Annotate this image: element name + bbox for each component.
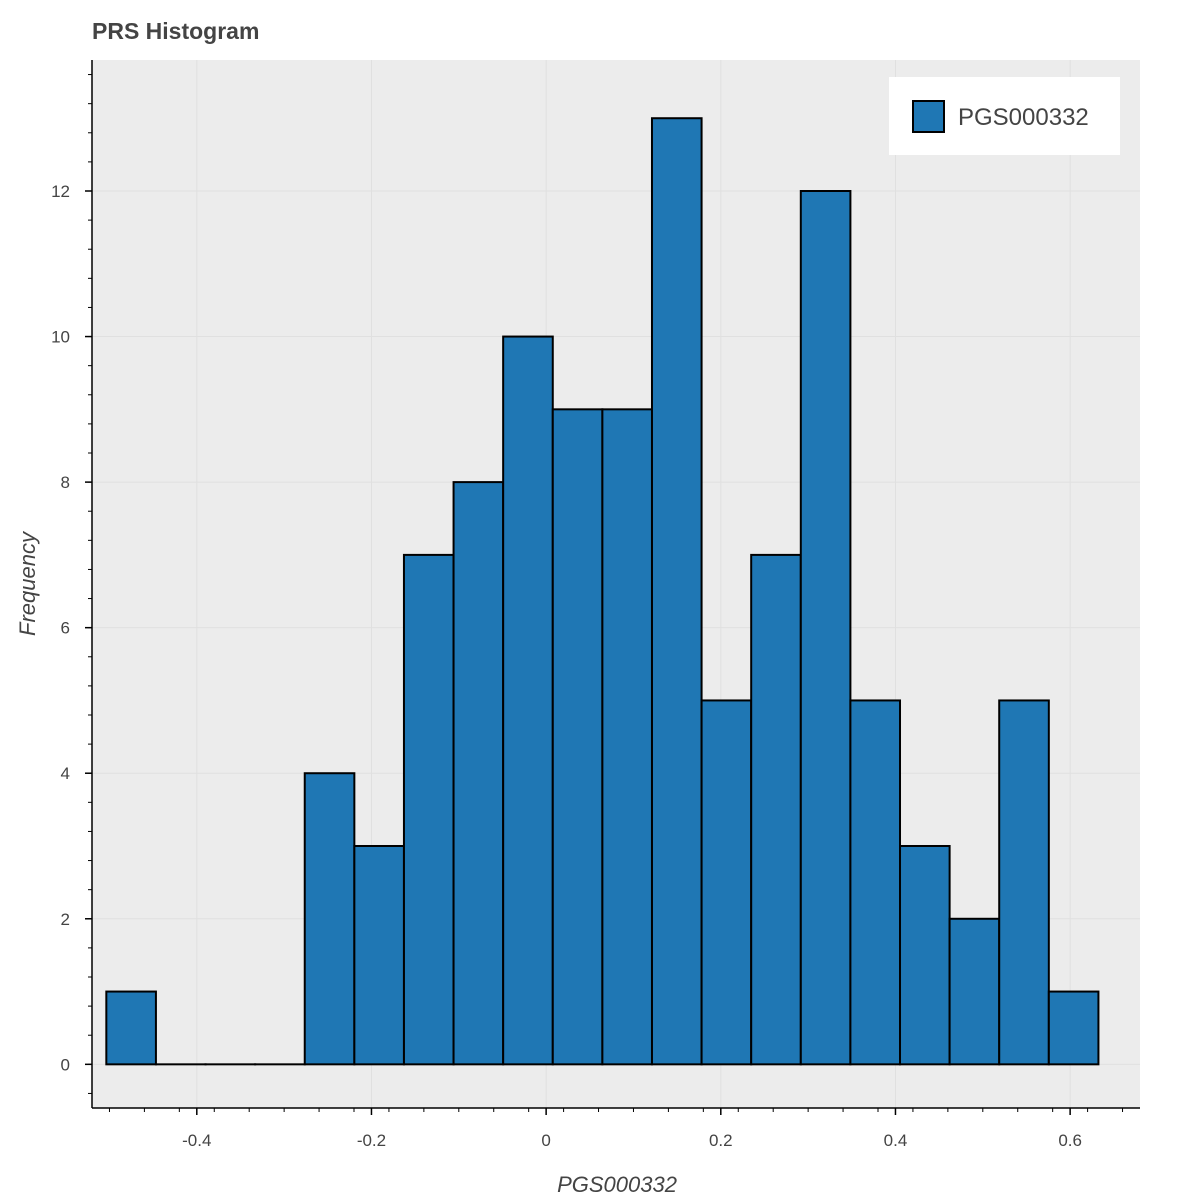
y-tick-label: 0: [61, 1055, 70, 1074]
x-tick-label: 0: [541, 1131, 550, 1150]
legend: PGS000332: [889, 77, 1120, 155]
histogram-bar: [105, 990, 157, 1066]
y-tick-label: 8: [61, 473, 70, 492]
x-tick-label: -0.2: [357, 1131, 386, 1150]
histogram-bar: [948, 917, 1001, 1066]
x-tick-label: 0.4: [884, 1131, 908, 1150]
y-tick-label: 10: [51, 328, 70, 347]
x-tick-label: 0.2: [709, 1131, 733, 1150]
histogram-bar: [303, 772, 356, 1066]
histogram-bar: [353, 845, 405, 1066]
chart-title: PRS Histogram: [92, 18, 260, 44]
histogram-bar: [402, 553, 455, 1066]
histogram-bar: [750, 553, 802, 1066]
y-tick-label: 2: [61, 910, 70, 929]
histogram-bar: [502, 335, 554, 1066]
y-axis-label: Frequency: [15, 530, 40, 636]
histogram-bar: [650, 117, 703, 1066]
y-tick-label: 4: [61, 764, 70, 783]
histogram-bar: [1047, 990, 1100, 1066]
bars: [105, 117, 1100, 1066]
histogram-bar: [700, 699, 753, 1066]
histogram-bar: [899, 845, 951, 1066]
legend-swatch: [912, 100, 945, 133]
histogram-bar: [998, 699, 1050, 1066]
histogram-bar: [799, 190, 852, 1066]
histogram-bar: [849, 699, 902, 1066]
histogram-bar: [601, 408, 653, 1066]
y-tick-label: 12: [51, 182, 70, 201]
axes: -0.4 -0.2 0 0.2 0.4 0.6 0 2 4 6 8 10 12: [51, 60, 1140, 1150]
x-axis-label: PGS000332: [557, 1172, 677, 1197]
legend-label: PGS000332: [958, 104, 1089, 131]
histogram-bar: [452, 481, 505, 1066]
y-tick-label: 6: [61, 619, 70, 638]
x-tick-label: -0.4: [182, 1131, 211, 1150]
histogram-bar: [551, 408, 604, 1066]
x-tick-label: 0.6: [1058, 1131, 1082, 1150]
